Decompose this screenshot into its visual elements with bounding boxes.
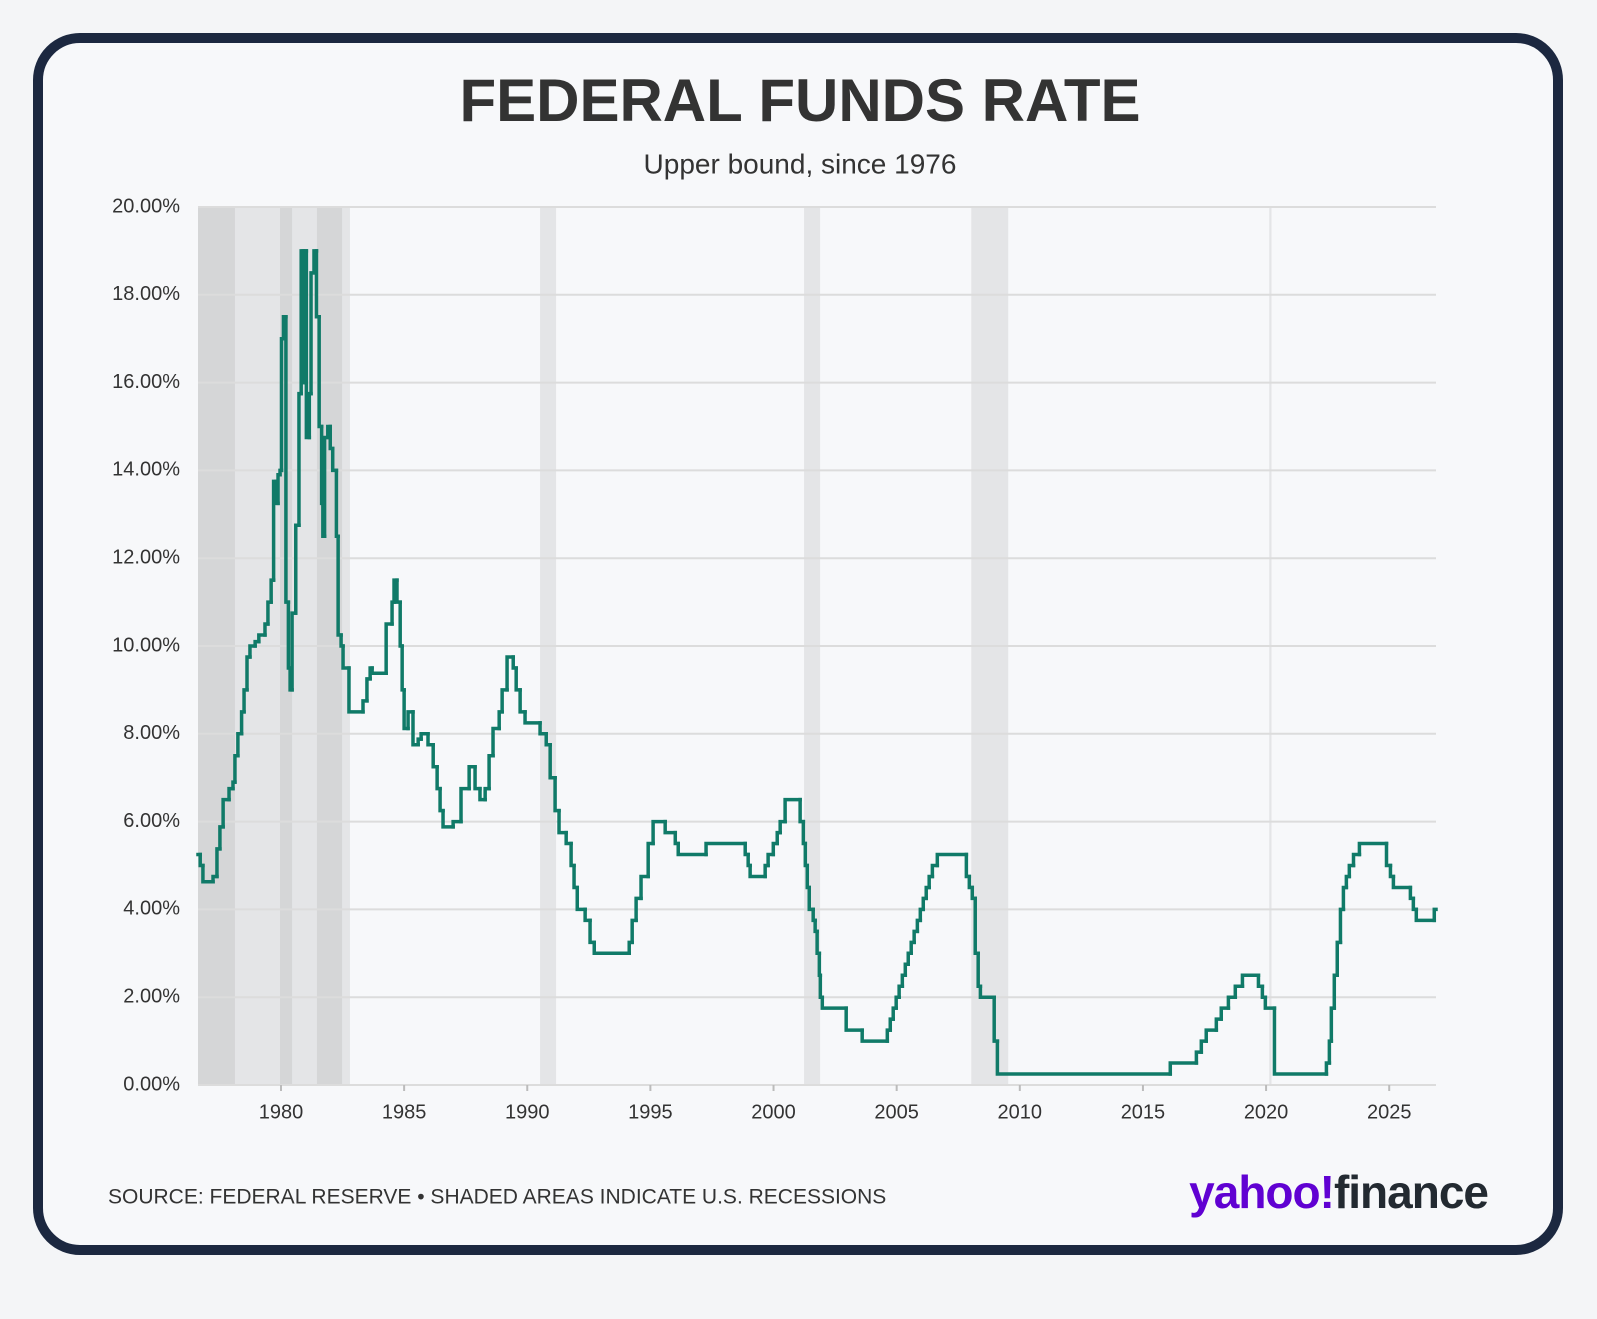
chart-subtitle: Upper bound, since 1976	[644, 148, 957, 179]
rate-step	[459, 786, 471, 824]
rate-step	[860, 1028, 890, 1043]
rate-step	[820, 995, 848, 1010]
rate-step	[286, 600, 292, 670]
rate-step	[201, 863, 215, 884]
source-note: SOURCE: FEDERAL RESERVE • SHADED AREAS I…	[108, 1186, 886, 1209]
rate-step	[803, 841, 810, 868]
x-tick-label: 2010	[998, 1101, 1043, 1123]
y-tick-label: 4.00%	[123, 898, 180, 920]
x-tick-label: 1990	[505, 1101, 550, 1123]
logo: yahoo!finance	[1189, 1166, 1488, 1218]
x-tick-label: 2005	[874, 1101, 919, 1123]
rate-step	[1272, 1006, 1329, 1076]
rate-step	[451, 819, 463, 829]
rate-step	[221, 797, 231, 829]
x-tick-label: 1980	[259, 1101, 304, 1123]
rate-step	[538, 721, 548, 736]
rate-step	[818, 973, 825, 999]
rate-step	[467, 764, 477, 791]
rate-step	[1240, 973, 1261, 988]
rate-step	[491, 726, 501, 758]
y-tick-label: 0.00%	[123, 1073, 180, 1095]
rate-step	[783, 797, 802, 824]
rate-step	[1414, 907, 1437, 923]
y-tick-label: 6.00%	[123, 810, 180, 832]
plot-area: 0.00% 2.00% 4.00% 6.00% 8.00% 10.00% 12.00% 14.…	[112, 195, 1438, 1123]
logo-brand: yahoo!	[1189, 1166, 1334, 1218]
rate-step	[1327, 1039, 1334, 1065]
rate-step	[1219, 1006, 1231, 1021]
rate-step	[935, 852, 969, 868]
rate-step	[398, 600, 404, 648]
y-tick-label: 18.00%	[112, 283, 180, 305]
x-tick-label: 1985	[382, 1101, 427, 1123]
rate-step	[400, 644, 406, 692]
rate-step	[995, 1039, 1173, 1076]
rate-step	[334, 468, 340, 538]
rate-step	[1226, 995, 1238, 1010]
rate-step	[276, 473, 282, 506]
rate-step	[663, 819, 678, 835]
rate-step	[1357, 841, 1389, 857]
y-tick-label: 16.00%	[112, 371, 180, 393]
y-tick-label: 12.00%	[112, 546, 180, 568]
y-tick-label: 8.00%	[123, 722, 180, 744]
rate-step	[370, 666, 388, 675]
rate-step	[257, 633, 267, 644]
rate-step	[441, 808, 455, 829]
y-tick-label: 20.00%	[112, 195, 180, 217]
rate-step	[1204, 1028, 1219, 1043]
chart-title: FEDERAL FUNDS RATE	[459, 67, 1140, 134]
rate-step	[557, 808, 568, 835]
rate-step	[1263, 995, 1277, 1010]
rate-step	[805, 863, 811, 890]
y-tick-label: 10.00%	[112, 634, 180, 656]
rate-step	[523, 710, 542, 725]
x-tick-label: 2000	[751, 1101, 796, 1123]
rate-step	[1391, 874, 1413, 890]
y-tick-label: 14.00%	[112, 459, 180, 481]
frame	[33, 33, 1563, 1255]
rate-step	[651, 819, 667, 846]
rate-step	[676, 841, 708, 857]
rate-step	[801, 819, 808, 846]
x-tick-label: 2025	[1367, 1101, 1412, 1123]
rate-step	[1351, 852, 1362, 868]
rate-step	[817, 951, 823, 977]
rate-step	[341, 644, 351, 670]
y-tick-label: 2.00%	[123, 985, 180, 1007]
rate-step	[307, 391, 313, 440]
rate-step	[748, 863, 767, 879]
rate-step	[505, 655, 515, 692]
rate-step	[575, 885, 587, 912]
rate-step	[419, 732, 430, 741]
rate-step	[704, 841, 747, 857]
rate-step	[384, 622, 394, 675]
x-tick-label: 2020	[1244, 1101, 1289, 1123]
rate-step	[1432, 907, 1438, 923]
rate-step	[844, 1006, 864, 1032]
rate-step	[978, 984, 996, 999]
rate-step	[319, 424, 325, 506]
rate-step	[347, 666, 365, 714]
rate-step	[639, 874, 650, 901]
logo-product: finance	[1334, 1166, 1488, 1218]
rate-step	[390, 600, 396, 626]
rate-step	[1233, 984, 1245, 999]
rate-step	[592, 940, 631, 956]
rate-step	[279, 336, 286, 473]
x-tick-label: 2015	[1121, 1101, 1166, 1123]
x-tick-label: 1995	[628, 1101, 673, 1123]
rate-step	[1168, 1061, 1199, 1076]
